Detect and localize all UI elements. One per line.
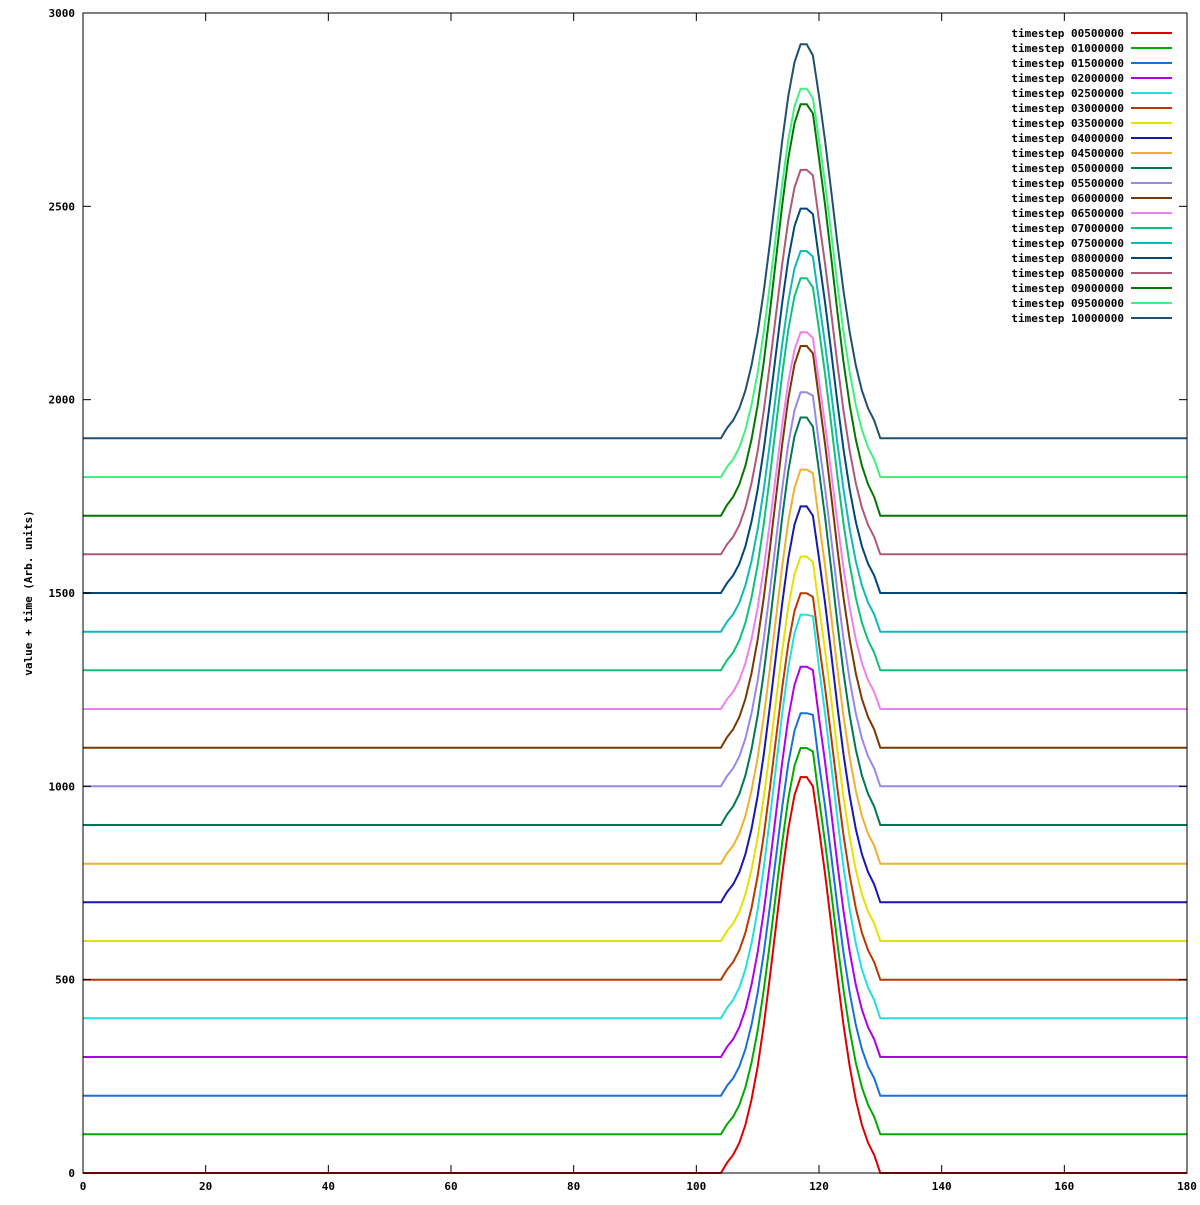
series-layer	[83, 43, 1187, 1174]
legend-label: timestep 10000000	[1011, 312, 1124, 325]
legend-label: timestep 05000000	[1011, 162, 1124, 175]
x-tick-label: 0	[80, 1180, 87, 1193]
legend-label: timestep 06000000	[1011, 192, 1124, 205]
series-line	[83, 207, 1187, 594]
x-tick-label: 140	[932, 1180, 952, 1193]
series-line	[83, 555, 1187, 942]
x-tick-label: 20	[199, 1180, 212, 1193]
series-line	[83, 43, 1187, 440]
series-line	[83, 665, 1187, 1058]
y-tick-label: 500	[55, 974, 75, 987]
series-line	[83, 776, 1187, 1174]
x-tick-label: 100	[686, 1180, 706, 1193]
legend-label: timestep 01000000	[1011, 42, 1124, 55]
y-tick-label: 2500	[49, 200, 76, 213]
x-tick-label: 160	[1054, 1180, 1074, 1193]
legend-label: timestep 06500000	[1011, 207, 1124, 220]
legend-label: timestep 02000000	[1011, 72, 1124, 85]
x-tick-label: 180	[1177, 1180, 1197, 1193]
x-tick-label: 120	[809, 1180, 829, 1193]
series-line	[83, 168, 1187, 556]
series-line	[83, 416, 1187, 826]
series-line	[83, 391, 1187, 788]
y-tick-label: 1500	[49, 587, 76, 600]
legend-label: timestep 07500000	[1011, 237, 1124, 250]
x-tick-label: 60	[444, 1180, 457, 1193]
legend-label: timestep 04500000	[1011, 147, 1124, 160]
y-tick-label: 2000	[49, 394, 76, 407]
y-tick-label: 1000	[49, 780, 76, 793]
legend-label: timestep 09500000	[1011, 297, 1124, 310]
x-tick-label: 80	[567, 1180, 580, 1193]
legend-label: timestep 02500000	[1011, 87, 1124, 100]
series-line	[83, 103, 1187, 517]
series-line	[83, 468, 1187, 865]
series-line	[83, 747, 1187, 1136]
legend-label: timestep 07000000	[1011, 222, 1124, 235]
series-line	[83, 613, 1187, 1020]
series-line	[83, 331, 1187, 710]
legend-label: timestep 08000000	[1011, 252, 1124, 265]
legend-label: timestep 00500000	[1011, 27, 1124, 40]
x-tick-label: 40	[322, 1180, 335, 1193]
legend-label: timestep 01500000	[1011, 57, 1124, 70]
legend-label: timestep 04000000	[1011, 132, 1124, 145]
axis-layer: 0 20 40 60 80 100 120 140 160 180 0 500 1000 1500 2000…	[49, 7, 1197, 1193]
y-tick-label: 0	[68, 1167, 75, 1180]
series-line	[83, 505, 1187, 904]
y-axis-label: value + time (Arb. units)	[22, 510, 35, 676]
series-line	[83, 250, 1187, 633]
series-line	[83, 592, 1187, 981]
series-line	[83, 345, 1187, 749]
series-line	[83, 277, 1187, 672]
legend-label: timestep 05500000	[1011, 177, 1124, 190]
legend-label: timestep 03500000	[1011, 117, 1124, 130]
series-line	[83, 87, 1187, 478]
legend-label: timestep 09000000	[1011, 282, 1124, 295]
legend-label: timestep 08500000	[1011, 267, 1124, 280]
legend: timestep 00500000 timestep 01000000 timest…	[1011, 27, 1172, 325]
y-tick-label: 3000	[49, 7, 76, 20]
series-line	[83, 712, 1187, 1097]
legend-label: timestep 03000000	[1011, 102, 1124, 115]
